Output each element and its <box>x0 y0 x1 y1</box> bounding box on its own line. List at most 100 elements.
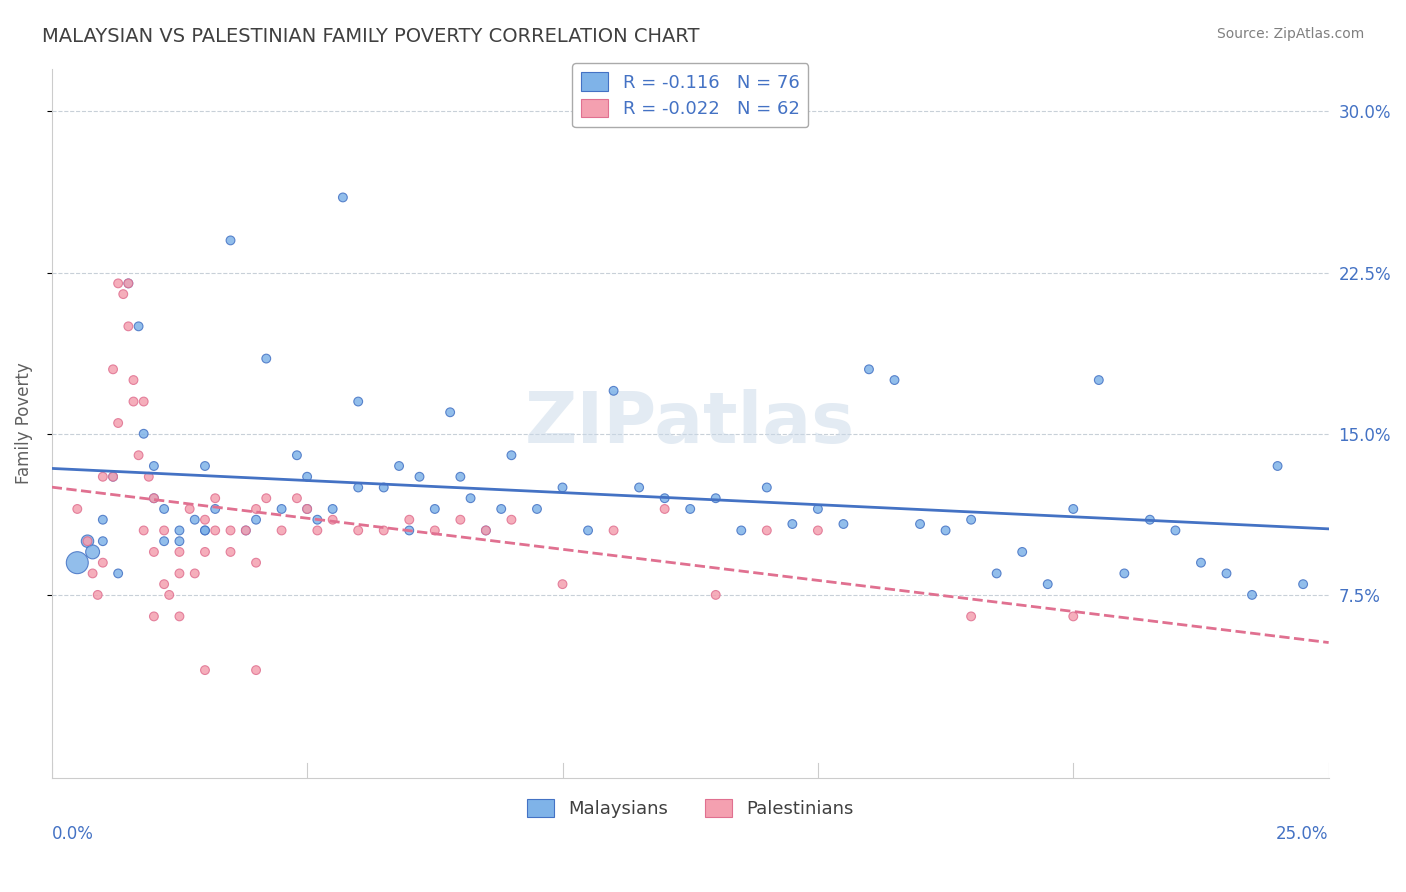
Point <box>679 502 702 516</box>
Point <box>1292 577 1315 591</box>
Point <box>1011 545 1033 559</box>
Point <box>307 513 329 527</box>
Text: 0.0%: 0.0% <box>52 825 94 843</box>
Point <box>101 469 124 483</box>
Point <box>142 491 165 506</box>
Point <box>194 663 217 677</box>
Point <box>219 545 242 559</box>
Text: Source: ZipAtlas.com: Source: ZipAtlas.com <box>1216 27 1364 41</box>
Point <box>807 524 830 538</box>
Point <box>107 416 129 430</box>
Point <box>245 502 267 516</box>
Point <box>1267 458 1289 473</box>
Point <box>117 277 139 291</box>
Point <box>153 524 176 538</box>
Point <box>960 513 983 527</box>
Point <box>82 545 104 559</box>
Point <box>138 469 160 483</box>
Point <box>245 513 267 527</box>
Point <box>91 556 114 570</box>
Point <box>628 481 651 495</box>
Point <box>408 469 430 483</box>
Point <box>101 362 124 376</box>
Point <box>475 524 498 538</box>
Point <box>219 524 242 538</box>
Point <box>142 545 165 559</box>
Point <box>112 287 135 301</box>
Point <box>235 524 257 538</box>
Point <box>204 491 226 506</box>
Point <box>91 513 114 527</box>
Point <box>91 534 114 549</box>
Point <box>373 481 395 495</box>
Point <box>128 319 150 334</box>
Point <box>654 491 676 506</box>
Point <box>654 502 676 516</box>
Point <box>576 524 599 538</box>
Point <box>76 534 98 549</box>
Point <box>1240 588 1263 602</box>
Point <box>285 448 308 462</box>
Point <box>254 491 277 506</box>
Point <box>132 426 155 441</box>
Point <box>322 513 344 527</box>
Point <box>602 524 624 538</box>
Point <box>153 534 176 549</box>
Point <box>245 556 267 570</box>
Point <box>704 491 727 506</box>
Point <box>107 566 129 581</box>
Point <box>551 481 574 495</box>
Point <box>204 502 226 516</box>
Text: 25.0%: 25.0% <box>1277 825 1329 843</box>
Point <box>87 588 110 602</box>
Point <box>398 513 420 527</box>
Y-axis label: Family Poverty: Family Poverty <box>15 362 32 483</box>
Point <box>935 524 957 538</box>
Point <box>254 351 277 366</box>
Point <box>986 566 1008 581</box>
Point <box>1088 373 1111 387</box>
Point <box>439 405 461 419</box>
Point <box>730 524 752 538</box>
Point <box>91 469 114 483</box>
Point <box>1062 502 1084 516</box>
Point <box>245 663 267 677</box>
Point <box>153 577 176 591</box>
Point <box>602 384 624 398</box>
Point <box>501 513 523 527</box>
Point <box>332 190 354 204</box>
Point <box>449 513 471 527</box>
Point <box>908 516 931 531</box>
Point <box>883 373 905 387</box>
Point <box>153 502 176 516</box>
Point <box>107 277 129 291</box>
Point <box>169 566 191 581</box>
Point <box>122 394 145 409</box>
Point <box>704 588 727 602</box>
Text: MALAYSIAN VS PALESTINIAN FAMILY POVERTY CORRELATION CHART: MALAYSIAN VS PALESTINIAN FAMILY POVERTY … <box>42 27 700 45</box>
Point <box>807 502 830 516</box>
Point <box>157 588 180 602</box>
Point <box>489 502 512 516</box>
Point <box>460 491 482 506</box>
Point <box>169 534 191 549</box>
Point <box>117 319 139 334</box>
Point <box>142 491 165 506</box>
Point <box>398 524 420 538</box>
Point <box>295 502 318 516</box>
Point <box>373 524 395 538</box>
Point <box>307 524 329 538</box>
Point <box>449 469 471 483</box>
Point <box>423 524 446 538</box>
Point <box>142 609 165 624</box>
Point <box>219 234 242 248</box>
Point <box>1189 556 1212 570</box>
Point <box>82 566 104 581</box>
Point <box>1215 566 1237 581</box>
Point <box>122 373 145 387</box>
Point <box>169 609 191 624</box>
Legend: Malaysians, Palestinians: Malaysians, Palestinians <box>520 791 860 825</box>
Point <box>347 394 370 409</box>
Point <box>128 448 150 462</box>
Point <box>270 524 292 538</box>
